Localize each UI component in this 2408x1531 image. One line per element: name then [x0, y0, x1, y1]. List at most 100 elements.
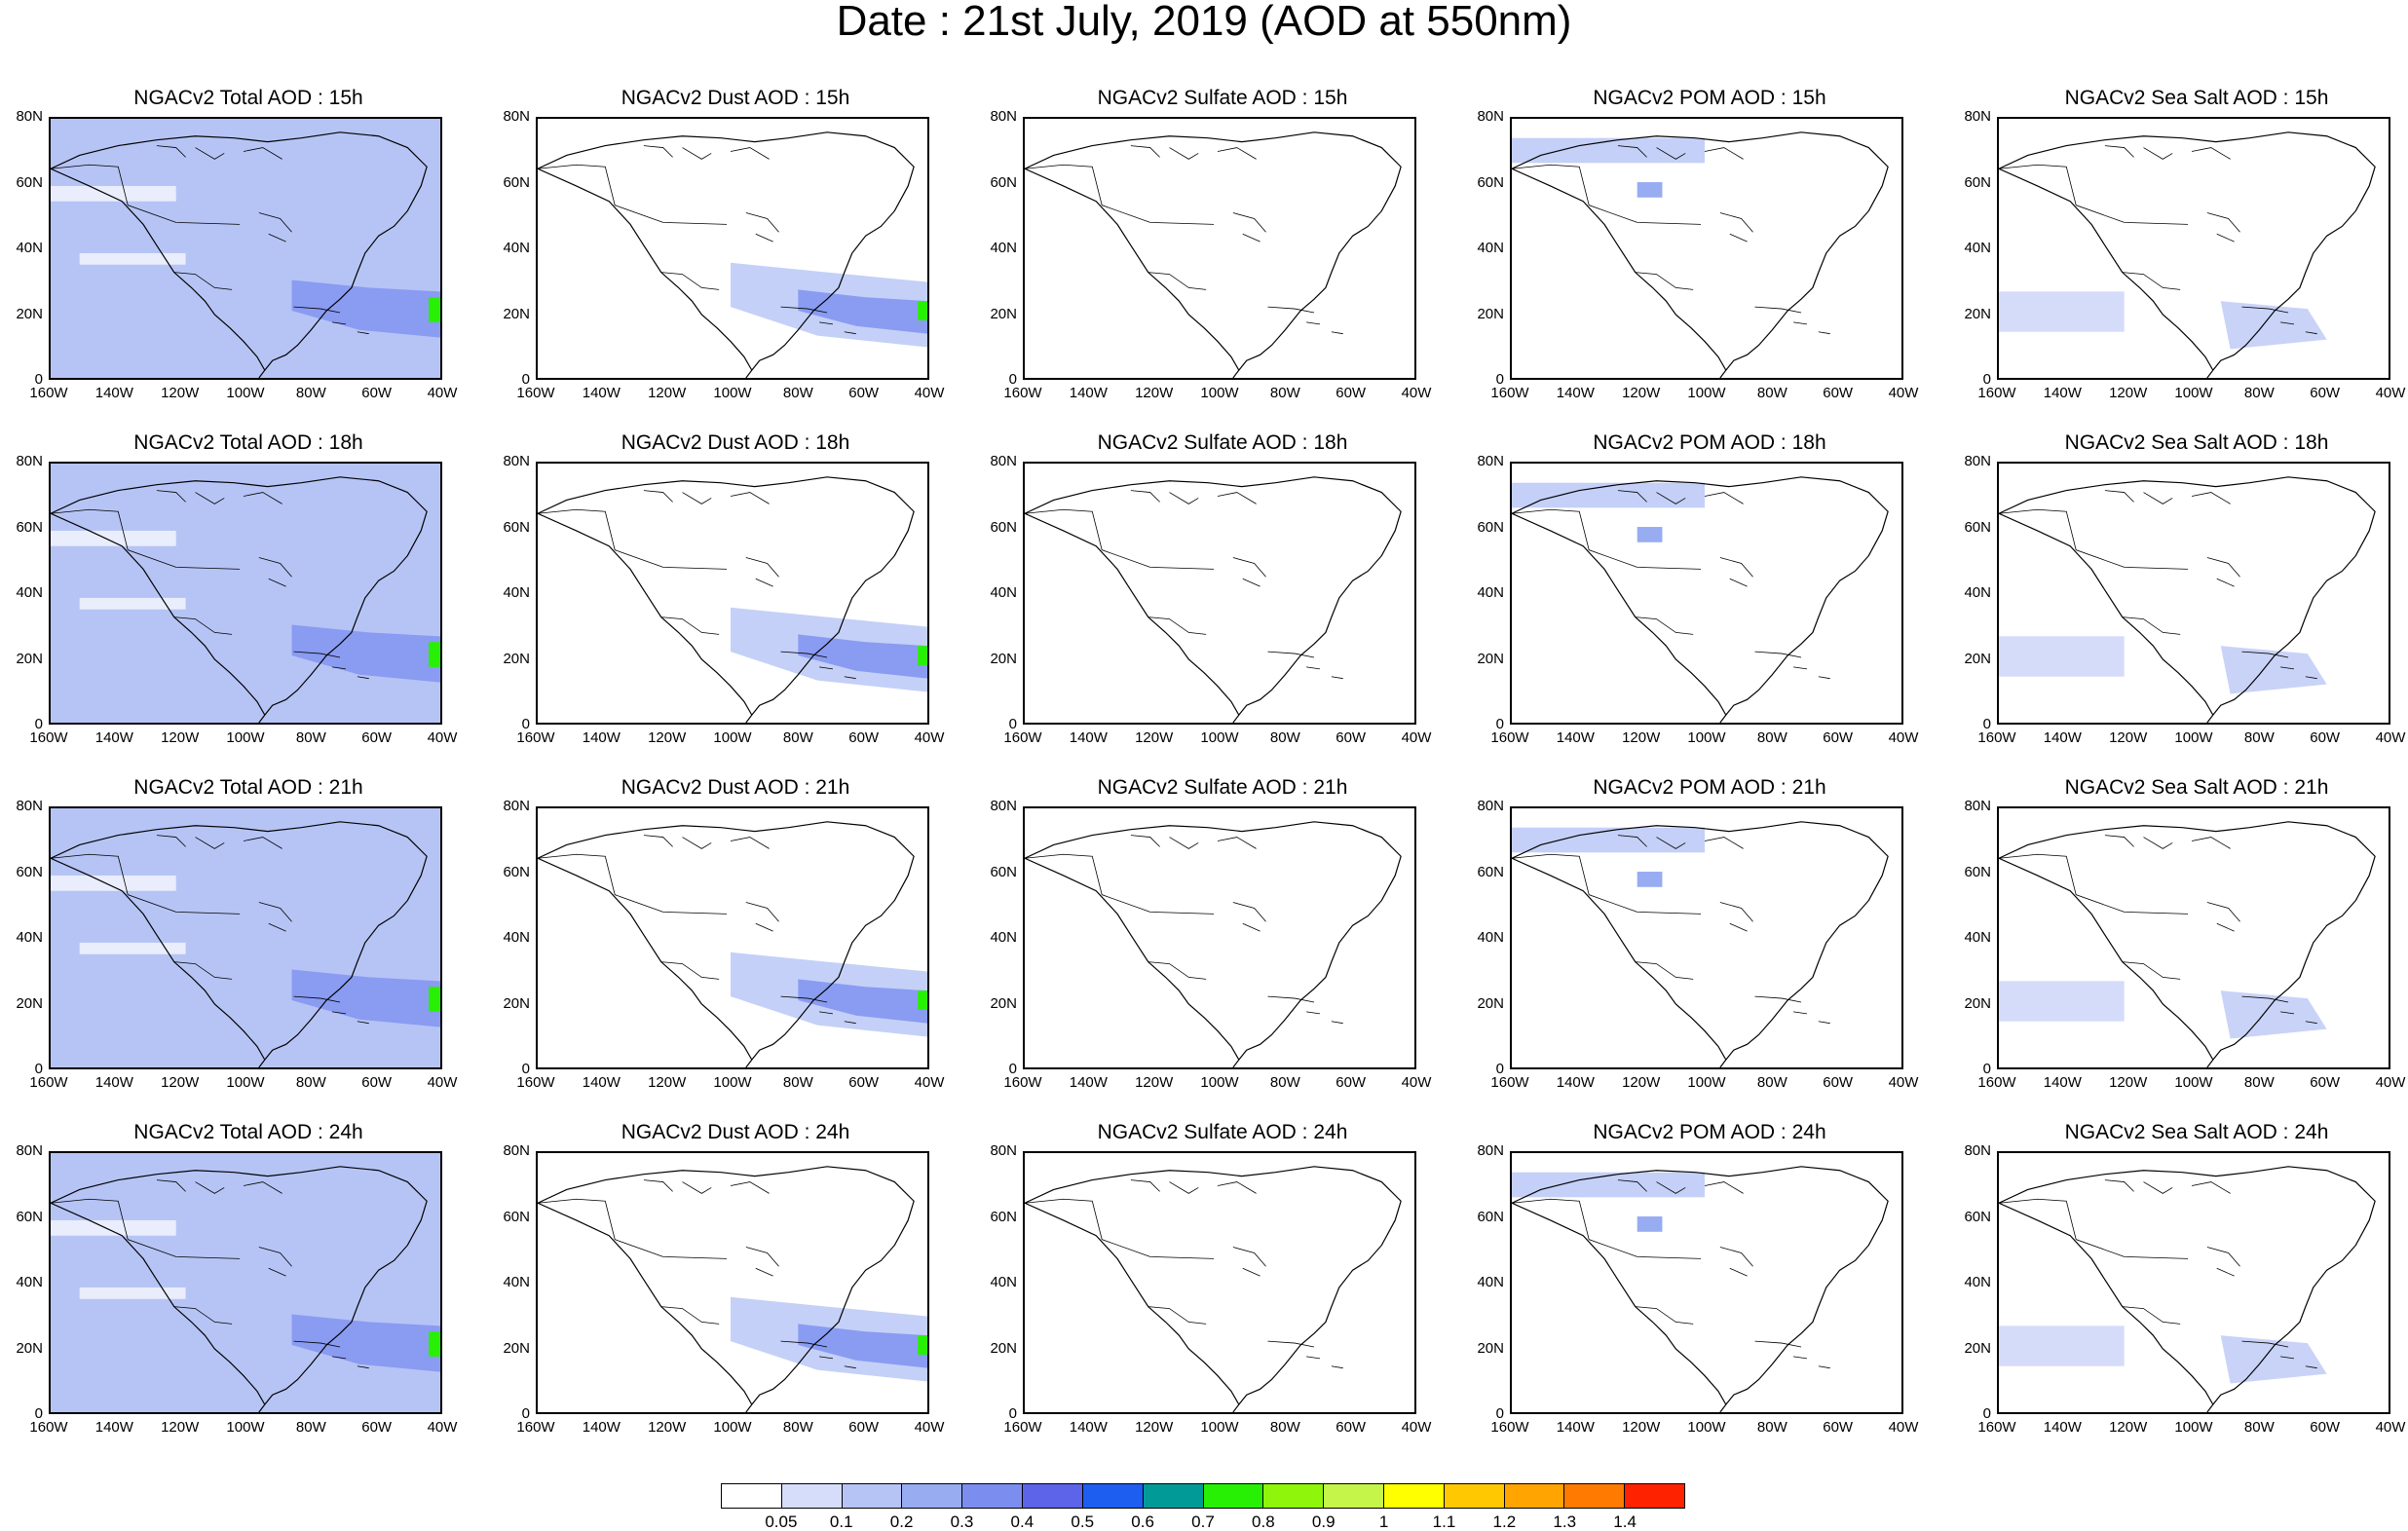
lat-tick-label: 40N: [990, 1274, 1017, 1290]
lon-tick-label: 140W: [582, 729, 621, 746]
lat-tick-label: 0: [1008, 371, 1017, 388]
colorbar-label: 1.2: [1492, 1512, 1517, 1531]
map-panel: NGACv2 Sea Salt AOD : 18h 80N 60N 40N 20N 0 16…: [1958, 432, 2408, 768]
coastline-map: [1999, 1166, 2376, 1412]
colorbar-box: [1143, 1484, 1204, 1508]
map-frame: [49, 1151, 442, 1414]
lon-tick-label: 100W: [713, 385, 752, 401]
lat-tick-label: 60N: [1964, 863, 1991, 880]
map-panel: NGACv2 POM AOD : 15h 80N 60N 40N 20N 0 160W 140…: [1471, 88, 1948, 424]
lat-tick-label: 20N: [1964, 1339, 1991, 1357]
lon-tick-label: 120W: [2109, 385, 2148, 401]
map-panel: NGACv2 Total AOD : 21h 80N 60N 40N 20N 0 160W 1…: [10, 777, 487, 1113]
colorbar-box: [781, 1484, 843, 1508]
lon-tick-label: 100W: [226, 1419, 265, 1436]
lat-tick-label: 60N: [1964, 1208, 1991, 1225]
lat-tick-label: 80N: [1964, 798, 1991, 814]
lon-tick-label: 160W: [516, 385, 555, 401]
lat-tick-label: 0: [1982, 716, 1991, 732]
panel-title: NGACv2 Sulfate AOD : 15h: [1097, 87, 1348, 109]
lat-tick-label: 40N: [503, 584, 530, 601]
lon-tick-label: 100W: [1200, 1074, 1239, 1091]
colorbar-label: 0.3: [950, 1512, 974, 1531]
lat-tick-label: 80N: [1477, 1142, 1504, 1159]
lon-tick-label: 40W: [914, 385, 945, 401]
map-frame: [1023, 806, 1416, 1069]
lon-tick-label: 60W: [1823, 385, 1854, 401]
panel-title: NGACv2 Dust AOD : 24h: [621, 1121, 850, 1143]
lon-tick-label: 160W: [1003, 729, 1042, 746]
lat-tick-label: 40N: [990, 584, 1017, 601]
panel-title: NGACv2 Total AOD : 18h: [133, 431, 363, 454]
panel-title: NGACv2 Sulfate AOD : 18h: [1097, 431, 1348, 454]
lon-tick-label: 100W: [226, 385, 265, 401]
lat-tick-label: 40N: [1477, 929, 1504, 946]
lon-tick-label: 160W: [1977, 385, 2016, 401]
map-frame: [536, 462, 929, 725]
coastline-map: [1025, 821, 1402, 1067]
lat-tick-label: 80N: [1477, 453, 1504, 469]
map-panel: NGACv2 Sea Salt AOD : 21h 80N 60N 40N 20N 0 16…: [1958, 777, 2408, 1113]
lon-tick-label: 80W: [2243, 385, 2275, 401]
lon-tick-label: 100W: [2174, 729, 2213, 746]
lon-tick-label: 160W: [1490, 385, 1529, 401]
map-panel: NGACv2 Sea Salt AOD : 24h 80N 60N 40N 20N 0 16…: [1958, 1122, 2408, 1458]
coastline-map: [1025, 131, 1402, 378]
lon-tick-label: 160W: [1003, 385, 1042, 401]
map-panel: NGACv2 POM AOD : 18h 80N 60N 40N 20N 0 160W 140…: [1471, 432, 1948, 768]
lon-tick-label: 140W: [582, 1419, 621, 1436]
colorbar-box: [722, 1484, 782, 1508]
coastline-map: [51, 464, 440, 723]
panel-title: NGACv2 Sea Salt AOD : 18h: [2064, 431, 2329, 454]
lat-tick-label: 60N: [1477, 518, 1504, 536]
lon-tick-label: 60W: [361, 1074, 393, 1091]
lon-tick-label: 140W: [1556, 1074, 1595, 1091]
lat-tick-label: 80N: [16, 798, 43, 814]
colorbar-label: 0.9: [1311, 1512, 1336, 1531]
lon-tick-label: 80W: [1756, 1074, 1787, 1091]
colorbar-box: [842, 1484, 903, 1508]
lon-tick-label: 60W: [2310, 385, 2341, 401]
lon-tick-label: 60W: [1336, 1074, 1367, 1091]
map-frame: [1997, 117, 2390, 380]
lon-tick-label: 120W: [2109, 1074, 2148, 1091]
lat-tick-label: 0: [1495, 371, 1504, 388]
colorbar-box: [1263, 1484, 1325, 1508]
lon-tick-label: 140W: [2043, 385, 2082, 401]
lat-tick-label: 0: [1495, 716, 1504, 732]
panel-title: NGACv2 POM AOD : 21h: [1593, 776, 1826, 799]
lon-tick-label: 140W: [94, 385, 133, 401]
lon-tick-label: 80W: [1269, 385, 1300, 401]
lat-tick-label: 80N: [990, 453, 1017, 469]
lon-tick-label: 60W: [2310, 1074, 2341, 1091]
lon-tick-label: 120W: [1622, 385, 1661, 401]
lat-tick-label: 0: [521, 1061, 530, 1077]
lon-tick-label: 40W: [914, 1419, 945, 1436]
colorbar-label: 1.3: [1553, 1512, 1577, 1531]
lat-tick-label: 0: [521, 1405, 530, 1422]
lat-tick-label: 20N: [503, 305, 530, 322]
map-panel: NGACv2 Sulfate AOD : 21h 80N 60N 40N 20N 0 160…: [984, 777, 1461, 1113]
lon-tick-label: 160W: [516, 1074, 555, 1091]
map-frame: [1997, 462, 2390, 725]
lat-tick-label: 60N: [503, 518, 530, 536]
coastline-map: [538, 131, 927, 378]
lon-tick-label: 140W: [2043, 729, 2082, 746]
map-panel: NGACv2 Total AOD : 15h 80N 60N 40N 20N 0 160W 1…: [10, 88, 487, 424]
lon-tick-label: 80W: [295, 729, 326, 746]
lat-tick-label: 0: [34, 716, 43, 732]
lat-tick-label: 80N: [990, 798, 1017, 814]
lat-tick-label: 40N: [1964, 584, 1991, 601]
panel-title: NGACv2 POM AOD : 15h: [1593, 87, 1826, 109]
lat-tick-label: 60N: [503, 173, 530, 191]
lon-tick-label: 120W: [1135, 729, 1174, 746]
lat-tick-label: 40N: [16, 1274, 43, 1290]
lon-tick-label: 60W: [1336, 729, 1367, 746]
lat-tick-label: 60N: [503, 863, 530, 880]
lon-tick-label: 140W: [1556, 1419, 1595, 1436]
lon-tick-label: 100W: [713, 1074, 752, 1091]
lat-tick-label: 60N: [16, 173, 43, 191]
lat-tick-label: 60N: [16, 1208, 43, 1225]
lat-tick-label: 40N: [990, 240, 1017, 256]
lon-tick-label: 120W: [648, 1074, 687, 1091]
